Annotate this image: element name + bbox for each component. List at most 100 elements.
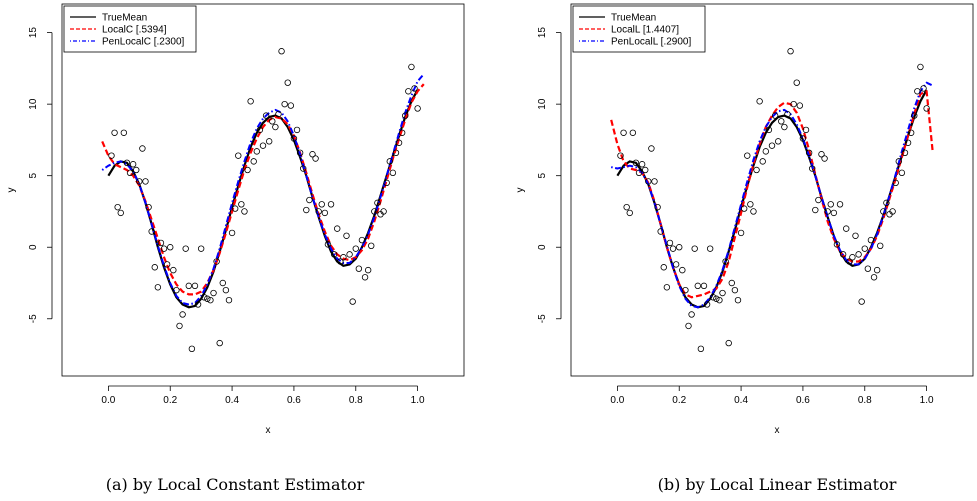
observation-point [269,118,276,125]
observation-point [259,142,267,149]
observation-point [361,274,369,281]
observation-point [771,112,779,119]
observation-point [145,203,152,211]
observation-point [737,229,745,237]
observation-point [117,209,124,217]
observation-point [139,145,146,152]
observation-point [623,203,630,211]
observation-point [839,251,847,258]
observation-point [364,266,372,274]
y-tick-label: 10 [28,98,39,110]
observation-point [163,261,171,268]
x-axis-title: x [775,425,780,436]
observation-point [812,206,819,214]
observation-point [213,258,220,265]
observation-point [907,129,915,136]
observation-point [368,242,375,249]
observation-point [262,112,270,119]
observation-point [781,123,788,131]
observation-point [296,149,304,156]
observation-point [728,279,735,287]
observation-point [374,199,381,207]
observation-point [917,63,924,71]
observation-point [793,79,800,86]
y-tick-label: 0 [28,244,39,250]
observation-point [129,161,137,168]
observation-point [293,126,301,134]
y-tick-label: 5 [537,172,548,178]
observation-point [340,254,347,261]
x-tick-label: 0.4 [734,395,748,406]
x-tick-label: 0.6 [287,395,301,406]
observation-point [892,179,899,187]
observation-point [787,48,794,55]
observation-point [222,286,230,294]
observation-point [920,85,927,92]
observation-point [225,296,233,304]
observation-point [883,199,890,207]
observation-point [346,251,353,258]
observation-point [867,236,875,244]
observation-point [805,149,813,156]
observation-point [843,225,850,232]
observation-point [290,135,298,142]
observation-point [284,79,291,86]
y-tick-label: -5 [537,314,548,323]
y-tick-label: 5 [28,172,39,178]
x-axis-title: x [266,425,271,436]
observation-point [120,129,128,136]
observation-point [114,203,121,211]
observation-point [148,228,155,235]
observation-point [648,145,655,152]
legend-label: LocalL [1.4407] [611,25,679,36]
observation-point [204,295,211,302]
observation-point [682,286,689,294]
y-tick-label: 0 [537,244,548,250]
observation-point [756,98,763,105]
plot-area-frame [61,3,465,377]
observation-point [821,155,828,162]
observation-point [253,148,261,155]
y-tick-label: 10 [537,98,548,110]
observation-point [626,209,633,217]
observation-point [188,345,196,353]
observation-point [713,295,720,302]
legend-label: PenLocalL [.2900] [611,37,691,48]
x-tick-label: 0.2 [672,395,686,406]
observation-point [716,296,723,304]
observation-point [303,206,310,214]
observation-point [327,201,335,208]
observation-point [666,239,674,247]
observation-point [133,166,140,174]
observation-point [818,151,825,158]
observation-point [685,322,692,330]
observation-point [877,242,884,249]
observation-point [358,236,366,244]
observation-point [355,265,363,272]
observation-point [179,311,186,318]
observation-point [244,166,251,174]
observation-point [688,311,695,318]
observation-point [740,205,748,212]
observation-point [306,196,313,204]
observation-point [173,286,180,294]
observation-point [774,138,782,145]
observation-point [802,126,810,134]
legend-label: TrueMean [611,13,656,24]
observation-point [762,148,770,155]
series-line-2 [101,73,425,306]
observation-point [349,298,356,305]
observation-point [796,102,804,109]
observation-point [722,258,729,265]
observation-point [898,169,906,177]
observation-point [241,208,248,215]
observation-point [833,241,841,248]
observation-point [235,152,242,159]
observation-point [142,178,149,185]
observation-point [334,225,341,232]
observation-point [642,166,649,174]
observation-point [895,158,902,165]
observation-point [734,296,742,304]
observation-point [321,209,329,217]
